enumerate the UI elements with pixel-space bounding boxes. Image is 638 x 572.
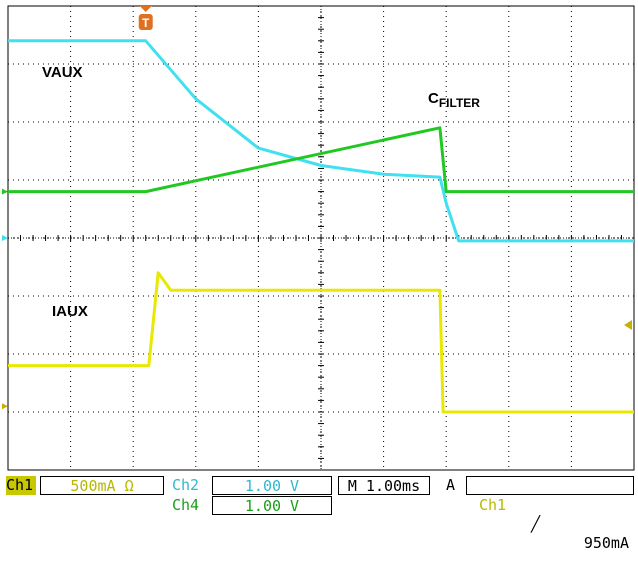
- ch2-tag: Ch2: [172, 476, 200, 494]
- channel-ground-marker-icon: [2, 235, 8, 241]
- ch1-scale: 500mA Ω: [40, 476, 164, 495]
- trigger-position-icon: [139, 6, 152, 12]
- trigger-level: 950mA: [583, 534, 629, 552]
- ch2-scale: 1.00 V: [212, 476, 332, 495]
- channel-ground-marker-icon: [2, 188, 8, 195]
- trace-cfilter: [8, 126, 634, 194]
- timebase: M 1.00ms: [338, 476, 430, 495]
- trigger-level-icon: [624, 320, 632, 330]
- waveform-display: T: [2, 5, 635, 471]
- ch1-tag: Ch1: [6, 476, 36, 495]
- trigger-source: Ch1: [479, 496, 507, 514]
- status-bar: Ch1 500mA Ω Ch2 1.00 V Ch4 1.00 V M 1.00…: [0, 476, 638, 552]
- channel-ground-marker-icon: [2, 403, 8, 410]
- vaux-label: VAUX: [42, 64, 83, 81]
- trigger-slope-icon: ╱: [531, 515, 541, 533]
- trigger-mode: A: [446, 476, 456, 494]
- ch4-tag: Ch4: [172, 496, 200, 514]
- trace-iaux: [8, 271, 634, 414]
- oscilloscope-screen: T VAUX IAUX CFILTER: [2, 5, 635, 471]
- cfilter-label: CFILTER: [428, 90, 480, 110]
- trace-vaux: [8, 39, 634, 243]
- trigger-info: Ch1 ╱ 950mA: [466, 476, 634, 552]
- cfilter-label-main: C: [428, 90, 439, 107]
- trigger-badge-label: T: [142, 16, 150, 30]
- cfilter-label-sub: FILTER: [438, 96, 480, 110]
- iaux-label: IAUX: [52, 303, 88, 320]
- trigger-badge: [138, 14, 153, 30]
- ch4-scale: 1.00 V: [212, 496, 332, 515]
